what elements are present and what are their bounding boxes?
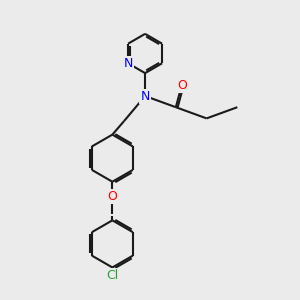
Text: N: N <box>140 89 150 103</box>
Text: O: O <box>107 190 117 203</box>
Text: Cl: Cl <box>106 269 118 282</box>
Text: N: N <box>123 57 133 70</box>
Text: O: O <box>177 79 187 92</box>
